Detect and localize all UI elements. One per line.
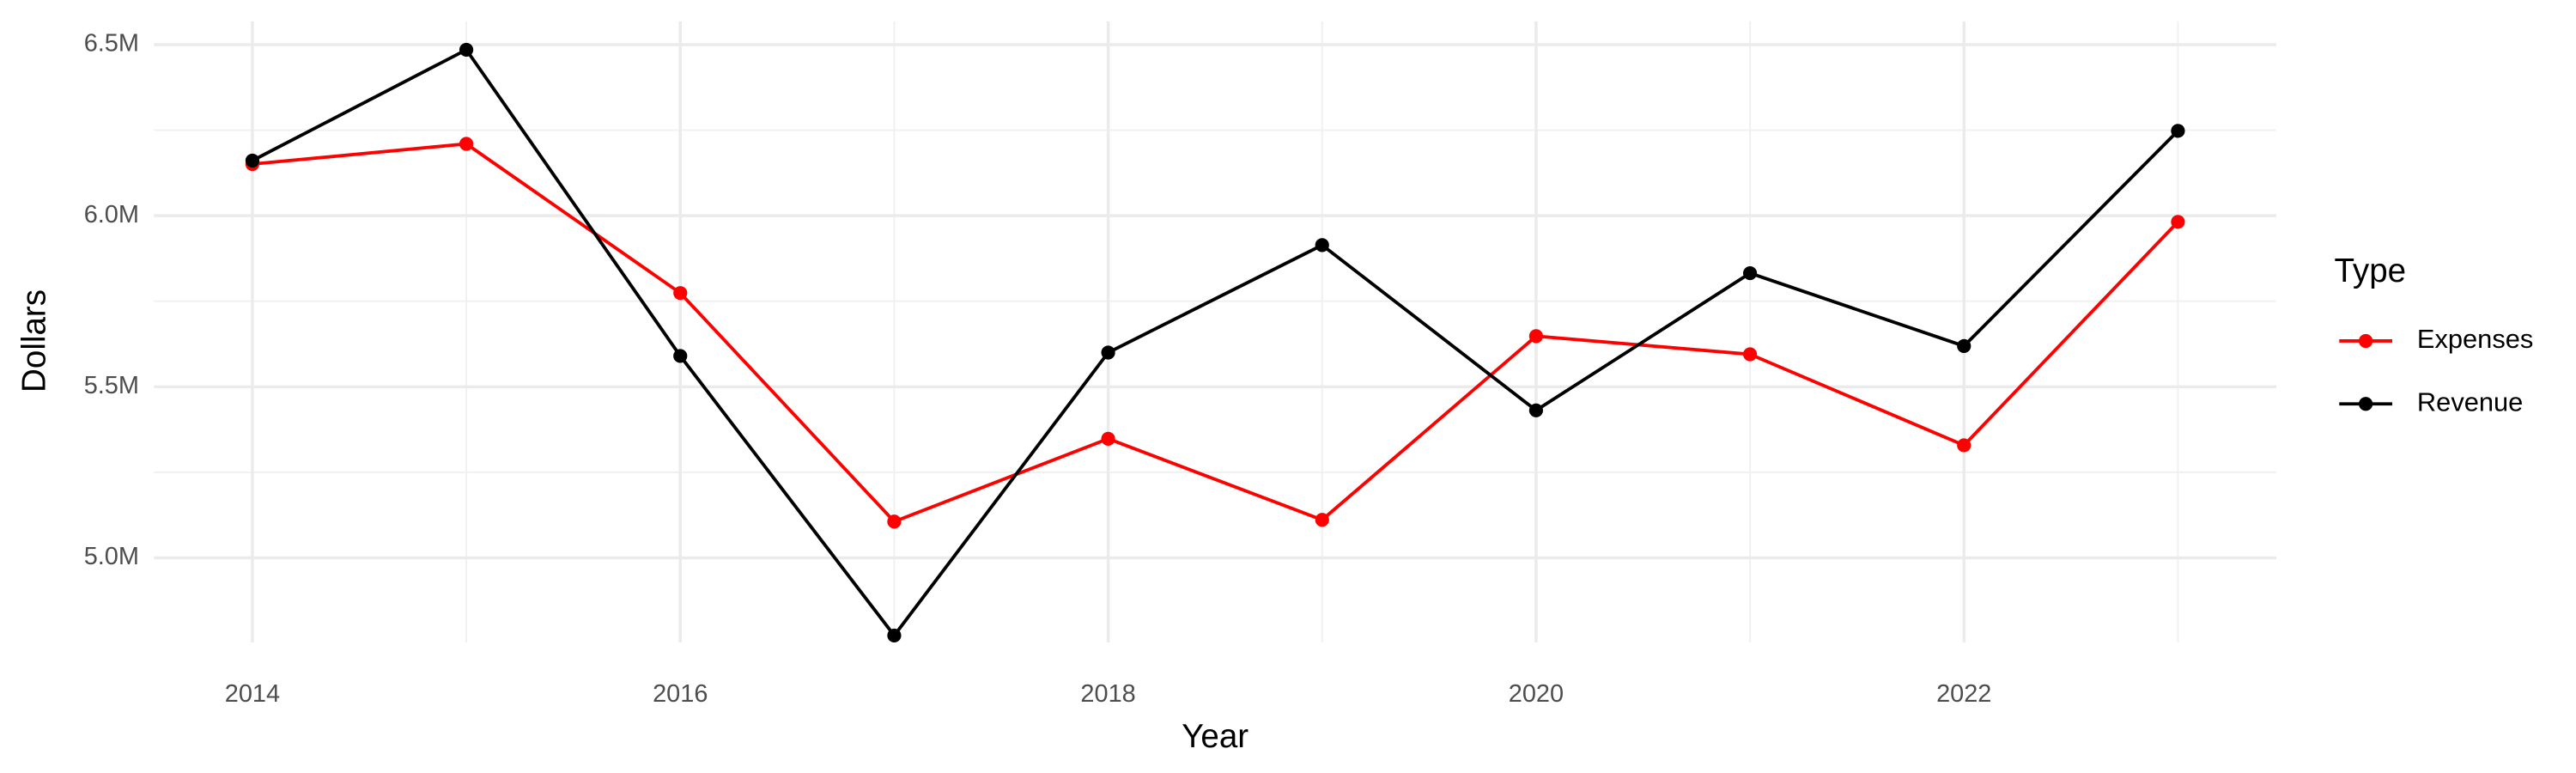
y-tick-label: 6.5M bbox=[84, 30, 139, 58]
data-point bbox=[1315, 513, 1329, 527]
data-point bbox=[673, 349, 688, 363]
data-point bbox=[887, 628, 902, 643]
data-point bbox=[673, 286, 688, 301]
legend-key-point bbox=[2359, 333, 2373, 349]
grid-layer bbox=[154, 21, 2277, 642]
legend-title: Type bbox=[2335, 253, 2407, 289]
series-line bbox=[252, 47, 2179, 639]
x-tick-label: 2016 bbox=[653, 680, 708, 708]
x-tick-label: 2020 bbox=[1509, 680, 1564, 708]
series-line bbox=[252, 142, 2179, 524]
data-point bbox=[2171, 124, 2185, 138]
data-point bbox=[2171, 215, 2185, 229]
data-point bbox=[1101, 345, 1115, 360]
data-point bbox=[1742, 265, 1758, 281]
legend-key-point bbox=[2359, 397, 2373, 411]
data-point bbox=[245, 153, 260, 168]
lines-layer bbox=[252, 47, 2179, 639]
data-point bbox=[1742, 347, 1758, 362]
data-point bbox=[887, 514, 902, 529]
y-axis-title: Dollars bbox=[16, 289, 53, 393]
data-point bbox=[1957, 438, 1971, 453]
x-tick-label: 2014 bbox=[225, 680, 280, 708]
data-point bbox=[1957, 338, 1971, 354]
y-tick-label: 6.0M bbox=[84, 201, 139, 228]
points-layer bbox=[245, 42, 2185, 643]
y-tick-label: 5.5M bbox=[84, 372, 139, 399]
data-point bbox=[1528, 329, 1544, 344]
x-axis-title: Year bbox=[1182, 718, 1249, 755]
y-tick-label: 5.0M bbox=[84, 543, 139, 570]
labels-layer: 5.0M 5.5M 6.0M 6.5M 2014 2016 2018 2020 2022 Expe… bbox=[84, 30, 2534, 709]
x-tick-label: 2018 bbox=[1080, 680, 1135, 708]
legend-label: Revenue bbox=[2417, 386, 2523, 417]
data-point bbox=[1101, 431, 1115, 446]
legend-label: Expenses bbox=[2417, 324, 2533, 354]
x-tick-label: 2022 bbox=[1936, 680, 1991, 708]
data-point bbox=[459, 42, 474, 58]
data-point bbox=[1528, 403, 1544, 417]
data-point bbox=[1315, 238, 1329, 253]
data-point bbox=[459, 137, 474, 151]
